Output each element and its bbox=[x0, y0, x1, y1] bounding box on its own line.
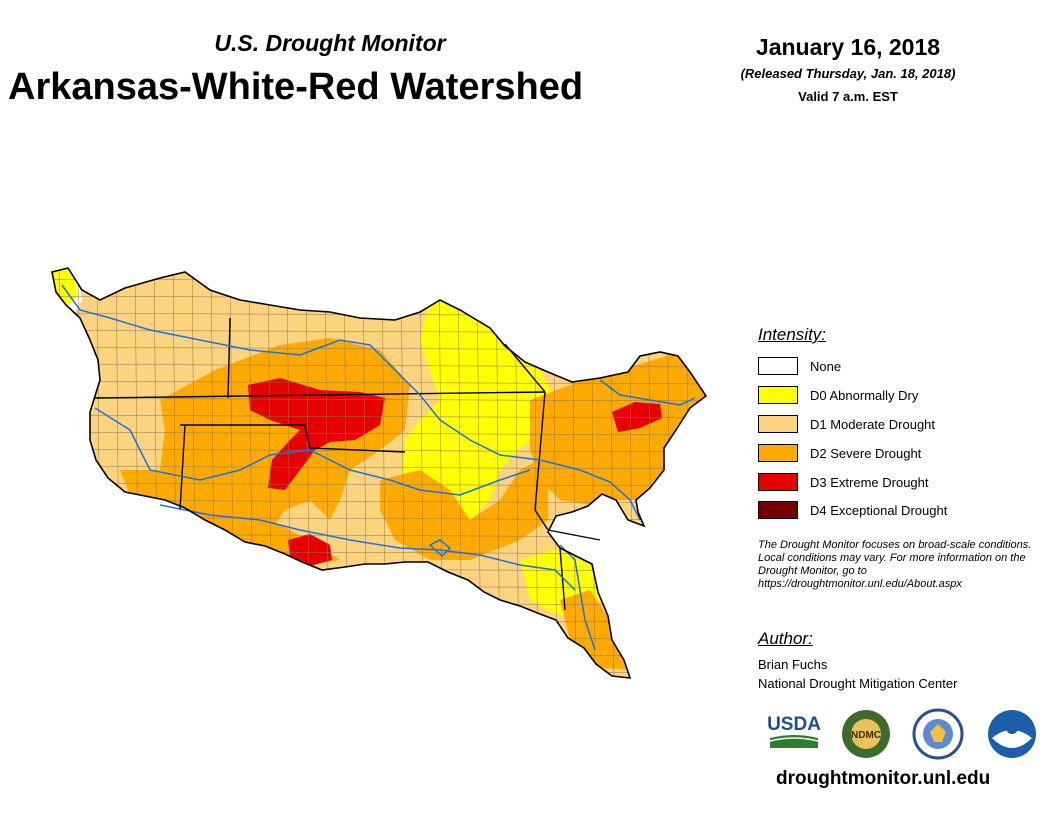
d3-extreme-area bbox=[288, 534, 332, 566]
map-title: Arkansas-White-Red Watershed bbox=[8, 66, 584, 108]
disclaimer-note: The Drought Monitor focuses on broad-sca… bbox=[758, 539, 1032, 590]
legend-label: D0 Abnormally Dry bbox=[810, 387, 919, 403]
map-subtitle: U.S. Drought Monitor bbox=[214, 30, 446, 56]
legend-item-d4: D4 Exceptional Drought bbox=[758, 500, 947, 520]
state-line bbox=[559, 547, 566, 611]
legend-item-d3: D3 Extreme Drought bbox=[758, 472, 929, 492]
legend-swatch bbox=[758, 386, 798, 404]
legend-title: Intensity: bbox=[758, 325, 827, 344]
county-line bbox=[52, 584, 706, 589]
white-river bbox=[599, 379, 696, 406]
county-line bbox=[58, 268, 64, 678]
legend-label: D4 Exceptional Drought bbox=[810, 502, 948, 518]
legend-item-d2: D2 Severe Drought bbox=[758, 443, 921, 463]
county-line bbox=[52, 431, 706, 436]
county-line bbox=[0, 687, 720, 690]
author-heading: Author: bbox=[758, 629, 813, 648]
county-line bbox=[52, 618, 706, 623]
legend-label: D3 Extreme Drought bbox=[810, 474, 929, 490]
county-line bbox=[52, 414, 706, 419]
county-line bbox=[52, 601, 706, 606]
state-boundaries bbox=[94, 317, 601, 611]
author-name: Brian Fuchs bbox=[758, 657, 828, 672]
legend-label: None bbox=[810, 358, 842, 374]
legend-item-none: None bbox=[758, 356, 841, 376]
ndmc-logo-text: NDMC bbox=[851, 730, 881, 741]
footer-url[interactable]: droughtmonitor.unl.edu bbox=[776, 768, 991, 789]
release-date: (Released Thursday, Jan. 18, 2018) bbox=[740, 66, 956, 81]
author-org: National Drought Mitigation Center bbox=[758, 676, 958, 691]
d2-severe-area bbox=[560, 590, 630, 670]
county-line bbox=[666, 268, 672, 678]
legend-item-d1: D1 Moderate Drought bbox=[758, 414, 935, 434]
county-line bbox=[52, 380, 706, 385]
county-line bbox=[685, 268, 691, 678]
state-line bbox=[179, 424, 186, 511]
red-river bbox=[159, 504, 576, 591]
legend-swatch bbox=[758, 444, 798, 462]
county-line bbox=[52, 567, 706, 572]
map-date: January 16, 2018 bbox=[755, 34, 941, 60]
watershed-outline bbox=[51, 267, 708, 679]
noaa-logo bbox=[988, 710, 1036, 758]
state-line bbox=[534, 391, 549, 531]
d3-extreme-area bbox=[248, 378, 385, 490]
arkansas-river bbox=[61, 284, 641, 521]
usda-logo-text: USDA bbox=[767, 714, 821, 735]
county-line bbox=[52, 397, 706, 402]
state-line bbox=[547, 529, 601, 541]
legend-swatch bbox=[758, 473, 798, 491]
canadian-river bbox=[94, 407, 531, 496]
drought-areas bbox=[52, 268, 706, 678]
state-line bbox=[227, 317, 231, 399]
valid-time: Valid 7 a.m. EST bbox=[798, 89, 898, 104]
dept-of-commerce-seal-icon bbox=[912, 708, 964, 760]
usda-logo: USDA bbox=[767, 714, 821, 748]
ndmc-logo: NDMC bbox=[842, 710, 890, 758]
drought-map bbox=[0, 250, 720, 700]
legend-item-d0: D0 Abnormally Dry bbox=[758, 385, 918, 405]
red-river-lower bbox=[559, 544, 596, 651]
county-line bbox=[52, 482, 706, 487]
county-line bbox=[704, 268, 706, 678]
county-line bbox=[40, 250, 44, 700]
state-line bbox=[94, 391, 546, 399]
legend-label: D1 Moderate Drought bbox=[810, 416, 936, 432]
legend-swatch bbox=[758, 357, 798, 375]
rivers bbox=[61, 284, 696, 651]
state-line bbox=[180, 424, 406, 453]
county-line bbox=[52, 465, 706, 470]
legend-label: D2 Severe Drought bbox=[810, 445, 922, 461]
legend-swatch bbox=[758, 415, 798, 433]
county-line bbox=[52, 278, 706, 283]
legend-swatch bbox=[758, 501, 798, 519]
lake-texoma bbox=[428, 539, 452, 558]
county-line bbox=[0, 262, 720, 265]
